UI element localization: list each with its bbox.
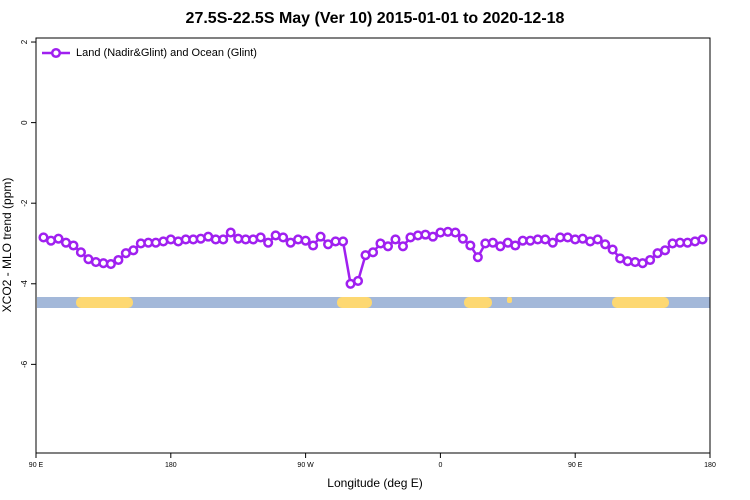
data-point [352,275,364,287]
land-segment [464,297,492,308]
data-point [645,254,656,266]
land-segment [507,297,512,303]
data-point [472,252,483,263]
data-point [278,232,289,243]
data-point [600,239,611,250]
data-point [255,232,266,243]
data-point [382,241,394,252]
y-tick-label: 0 [20,120,29,125]
plot-frame [35,37,711,454]
data-point [592,234,603,245]
land-segment [337,297,372,308]
data-point [457,233,468,244]
data-point [218,234,229,245]
data-point [660,245,671,256]
data-point [263,237,274,248]
data-point [450,227,461,238]
y-tick-label: 2 [20,39,29,44]
land-segment [76,297,133,308]
chart-title: 27.5S-22.5S May (Ver 10) 2015-01-01 to 2… [186,10,565,27]
x-tick-label: 180 [704,462,716,469]
y-tick-label: -4 [20,280,29,288]
data-point [465,240,476,251]
x-tick-label: 90 W [297,462,314,469]
data-point [547,237,558,248]
data-point [607,244,618,255]
data-point [75,247,86,258]
data-point [487,237,498,248]
y-axis-label: XCO2 - MLO trend (ppm) [0,178,14,313]
x-tick-label: 180 [165,462,177,469]
data-point [367,247,379,258]
y-tick-label: -6 [20,360,29,368]
data-point [697,234,708,245]
data-point [390,234,401,245]
land-segment [612,297,669,308]
data-point [427,231,438,242]
data-point [128,245,139,256]
data-point [68,240,79,251]
data-point [510,240,521,251]
land-ocean-strip [37,297,710,308]
x-tick-label: 90 E [29,462,44,469]
data-point [53,233,64,244]
data-point [308,240,319,251]
x-tick-label: 90 E [568,462,583,469]
legend-label: Land (Nadir&Glint) and Ocean (Glint) [76,47,257,59]
data-point [495,241,506,252]
data-point [105,258,116,270]
x-axis-label: Longitude (deg E) [327,476,422,490]
data-point [315,231,326,242]
data-point [225,227,236,238]
legend-marker [50,47,62,59]
data-point [337,236,349,247]
y-tick-label: -2 [20,199,29,207]
data-point [397,241,409,252]
data-point [113,254,124,266]
data-point [300,235,311,246]
ocean-strip [37,297,710,308]
x-tick-label: 0 [438,462,442,469]
